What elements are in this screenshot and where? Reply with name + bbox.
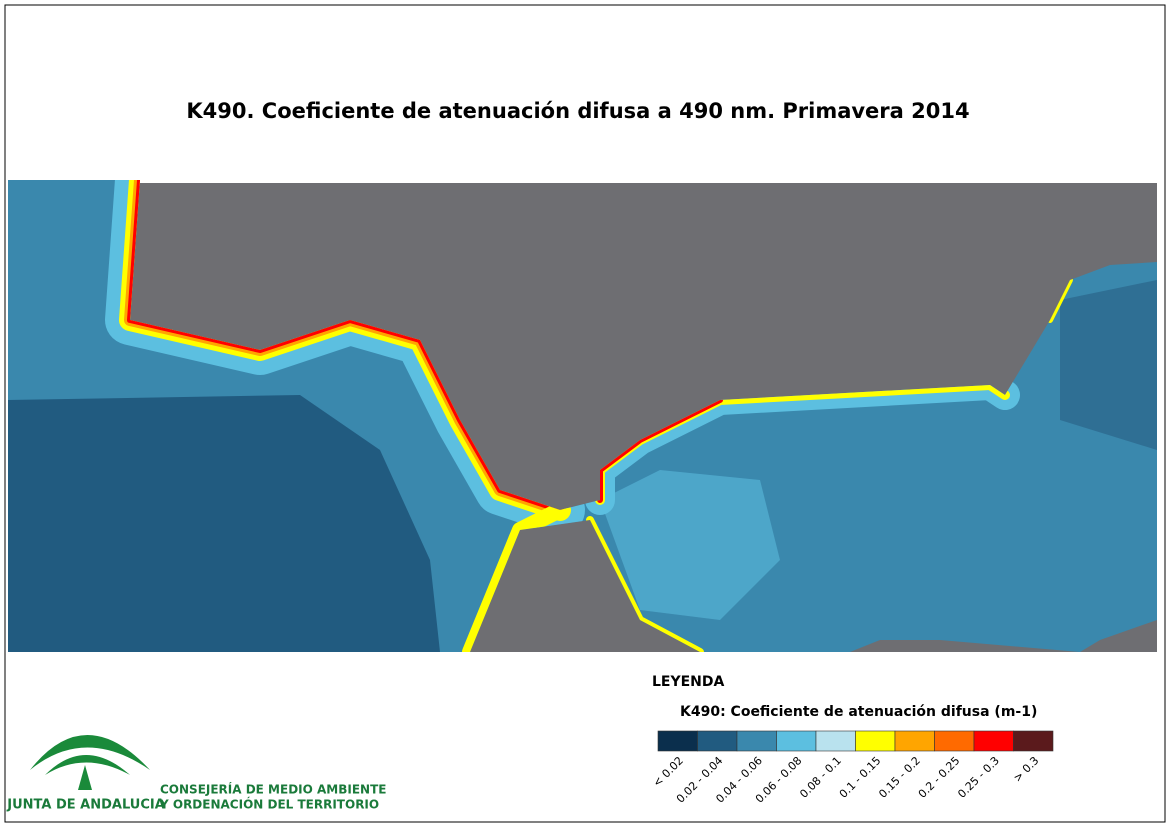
shelf xyxy=(8,180,80,380)
legend-swatch xyxy=(815,730,856,752)
logo-department: Y ORDENACIÓN DEL TERRITORIO xyxy=(159,797,379,812)
logo-name: JUNTA DE ANDALUCIA xyxy=(6,798,165,813)
legend-swatch xyxy=(697,730,738,752)
legend-swatch xyxy=(934,730,975,752)
alboran-shelf xyxy=(600,470,780,620)
legend-swatch xyxy=(855,730,896,752)
logo: JUNTA DE ANDALUCIA CONSEJERÍA DE MEDIO A… xyxy=(6,735,386,813)
legend-swatch xyxy=(894,730,935,752)
map-title: K490. Coeficiente de atenuación difusa a… xyxy=(186,99,969,123)
legend-swatch xyxy=(736,730,777,752)
logo-department: CONSEJERÍA DE MEDIO AMBIENTE xyxy=(160,782,386,797)
map xyxy=(8,180,1157,652)
legend-swatch xyxy=(1013,730,1054,752)
deep-sea-east xyxy=(1060,280,1157,450)
deep-sea xyxy=(8,395,440,652)
legend-title: K490: Coeficiente de atenuación difusa (… xyxy=(680,704,1037,720)
legend-swatch xyxy=(973,730,1014,752)
legend-swatch xyxy=(657,730,698,752)
legend-heading: LEYENDA xyxy=(652,674,725,690)
legend-swatch xyxy=(776,730,817,752)
